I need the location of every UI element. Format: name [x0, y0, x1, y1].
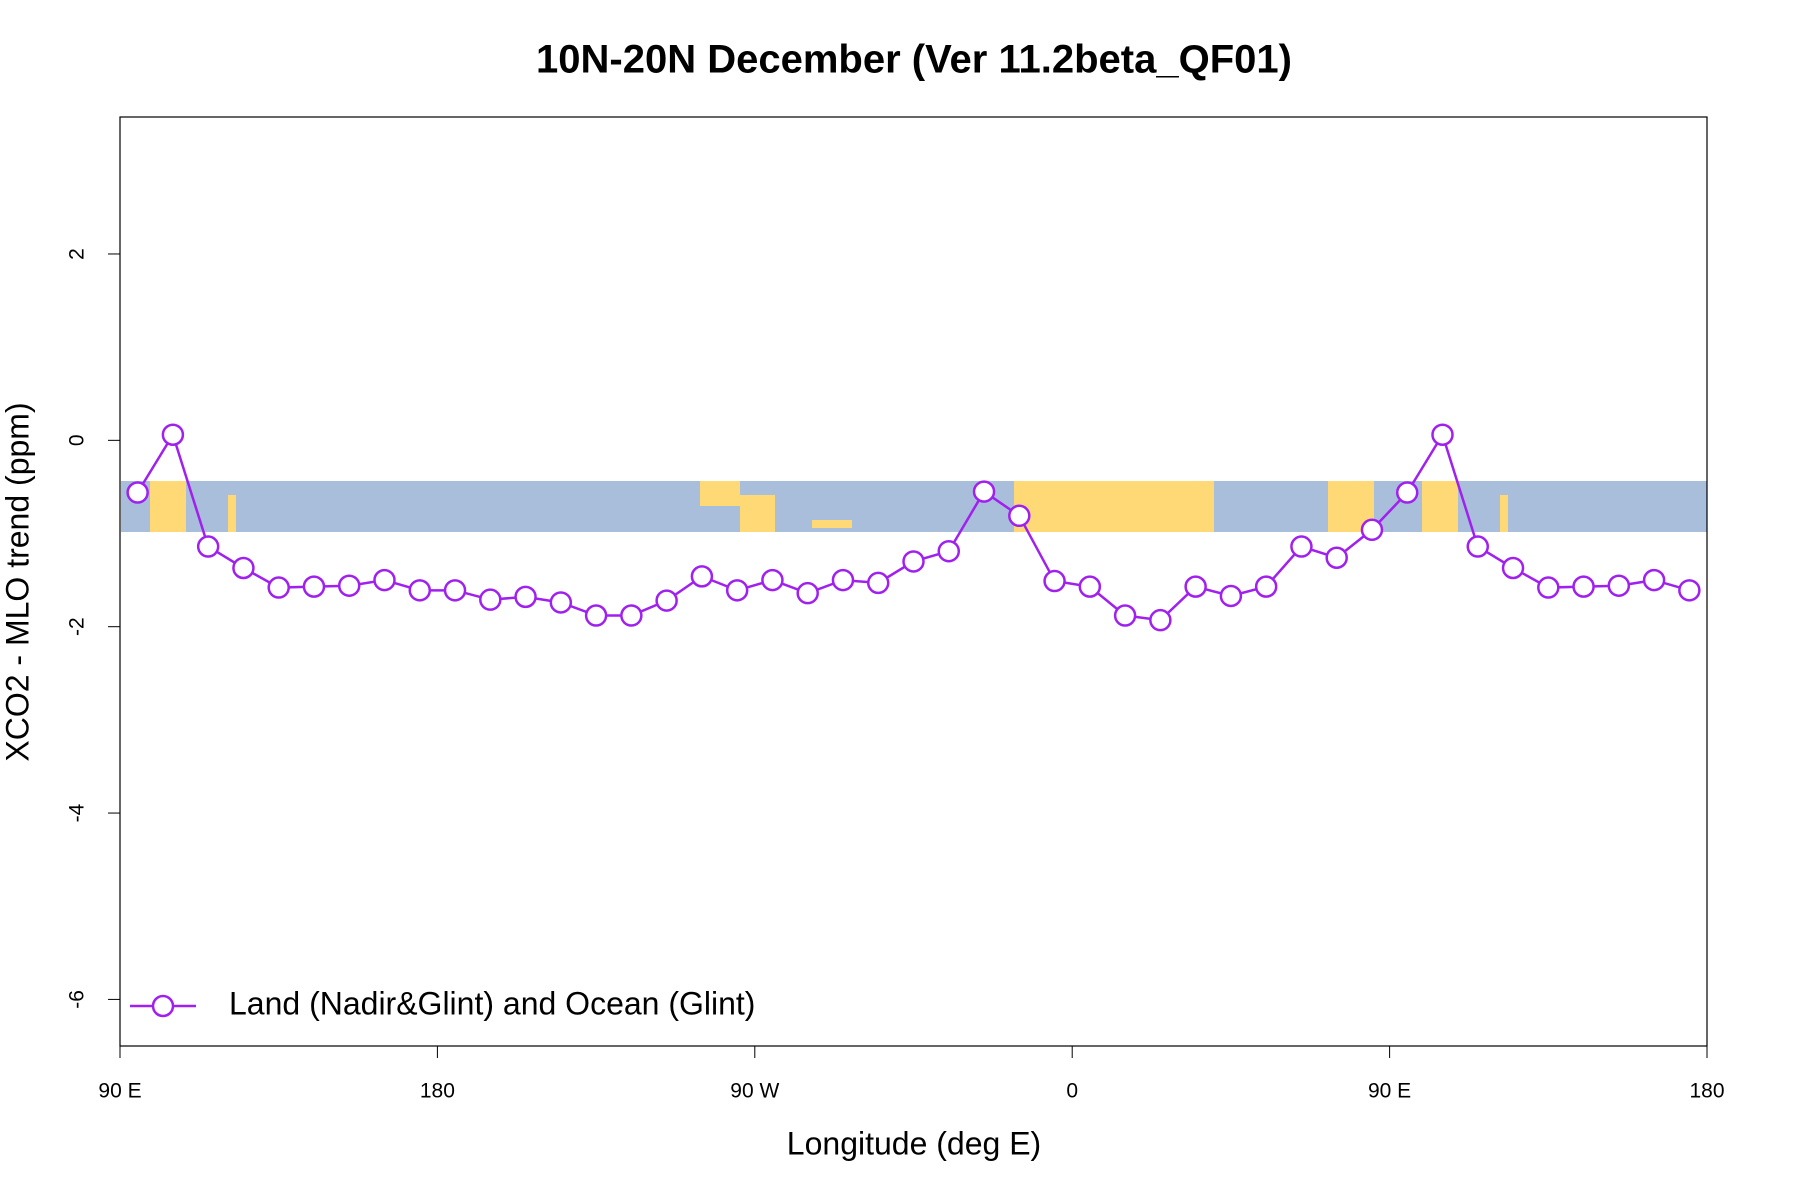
- data-point: [1360, 518, 1384, 542]
- data-point: [267, 576, 290, 599]
- y-axis-label: XCO2 - MLO trend (ppm): [0, 402, 35, 761]
- data-point: [1395, 481, 1419, 504]
- x-tick-label: 180: [1689, 1080, 1724, 1103]
- data-point: [373, 568, 396, 592]
- x-tick-label: 180: [420, 1080, 455, 1103]
- land-patch: [1500, 495, 1508, 532]
- data-point: [796, 581, 819, 605]
- data-point: [725, 579, 749, 602]
- data-point: [1678, 579, 1701, 602]
- data-point: [1219, 584, 1243, 608]
- data-point: [196, 535, 220, 558]
- data-point: [1607, 574, 1631, 597]
- sea-patch: [1215, 495, 1229, 532]
- data-point: [1149, 608, 1172, 632]
- data-point: [972, 480, 996, 503]
- data-point: [1466, 535, 1490, 558]
- data-point: [408, 579, 432, 602]
- map-strip: [121, 481, 1707, 532]
- data-point: [620, 604, 643, 627]
- data-point: [902, 550, 925, 573]
- data-point: [1431, 423, 1454, 446]
- data-point: [337, 574, 361, 597]
- x-tick-label: 90 W: [730, 1080, 779, 1103]
- land-patch: [228, 495, 236, 532]
- data-point: [232, 556, 255, 580]
- legend-marker: [151, 994, 175, 1018]
- land-patch: [812, 520, 852, 528]
- data-point: [1008, 504, 1031, 528]
- land-patch: [740, 495, 775, 532]
- x-tick-label: 90 E: [1368, 1080, 1411, 1103]
- data-point: [937, 539, 961, 563]
- data-point: [1642, 568, 1666, 592]
- x-tick-label: 0: [1066, 1080, 1078, 1103]
- land-patch: [1014, 481, 1214, 532]
- data-point: [479, 588, 502, 611]
- data-point: [1254, 575, 1278, 598]
- data-point: [1113, 604, 1137, 627]
- x-tick-label: 90 E: [98, 1080, 141, 1103]
- data-point: [761, 568, 784, 592]
- data-point: [126, 481, 149, 504]
- ocean-band: [121, 481, 1707, 532]
- land-patch: [700, 481, 740, 506]
- data-point: [1043, 569, 1066, 593]
- data-point: [690, 565, 714, 588]
- land-patch: [150, 481, 186, 532]
- land-patch: [1422, 481, 1458, 532]
- x-axis-label: Longitude (deg E): [787, 1125, 1041, 1161]
- data-point: [1572, 575, 1595, 598]
- data-point: [584, 604, 608, 627]
- data-point: [302, 575, 326, 598]
- data-point: [1501, 556, 1525, 580]
- y-tick-label: 0: [66, 434, 89, 446]
- data-point: [1290, 535, 1313, 558]
- legend-label: Land (Nadir&Glint) and Ocean (Glint): [229, 985, 755, 1021]
- data-point: [443, 579, 467, 602]
- y-tick-label: -4: [66, 803, 89, 822]
- data-point: [514, 585, 537, 609]
- data-point: [1325, 546, 1348, 569]
- data-point: [161, 423, 185, 446]
- data-point: [1537, 576, 1560, 599]
- chart-title: 10N-20N December (Ver 11.2beta_QF01): [536, 38, 1292, 82]
- data-point: [1184, 575, 1207, 598]
- data-point: [549, 591, 573, 614]
- data-point: [831, 568, 855, 592]
- data-point: [655, 589, 678, 612]
- y-tick-label: -2: [66, 617, 89, 636]
- data-point: [866, 571, 890, 595]
- data-point: [1078, 575, 1102, 598]
- y-tick-label: 2: [66, 248, 89, 260]
- y-tick-label: -6: [66, 990, 89, 1009]
